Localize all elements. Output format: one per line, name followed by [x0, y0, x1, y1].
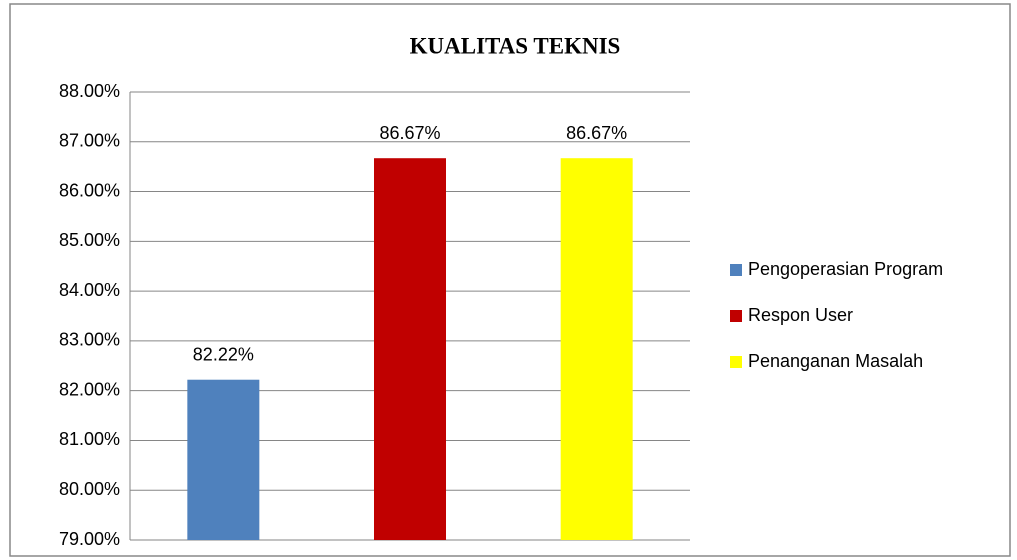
- chart-border: [9, 3, 1011, 557]
- y-tick-label: 80.00%: [59, 479, 120, 499]
- bar: [560, 158, 633, 540]
- y-tick-label: 87.00%: [59, 131, 120, 151]
- y-tick-label: 79.00%: [59, 529, 120, 549]
- y-tick-label: 82.00%: [59, 379, 120, 399]
- legend-label: Pengoperasian Program: [748, 259, 943, 279]
- data-label: 86.67%: [566, 123, 627, 143]
- y-tick-label: 81.00%: [59, 429, 120, 449]
- legend-swatch: [730, 356, 742, 368]
- chart-title: KUALITAS TEKNIS: [410, 33, 621, 58]
- legend-swatch: [730, 310, 742, 322]
- y-tick-label: 86.00%: [59, 180, 120, 200]
- y-tick-label: 83.00%: [59, 330, 120, 350]
- legend-label: Penanganan Masalah: [748, 351, 923, 371]
- bar: [187, 379, 260, 540]
- data-label: 86.67%: [379, 123, 440, 143]
- y-tick-label: 85.00%: [59, 230, 120, 250]
- y-tick-label: 88.00%: [59, 81, 120, 101]
- legend-swatch: [730, 264, 742, 276]
- data-label: 82.22%: [193, 344, 254, 364]
- legend-label: Respon User: [748, 305, 853, 325]
- bar: [374, 158, 446, 540]
- y-tick-label: 84.00%: [59, 280, 120, 300]
